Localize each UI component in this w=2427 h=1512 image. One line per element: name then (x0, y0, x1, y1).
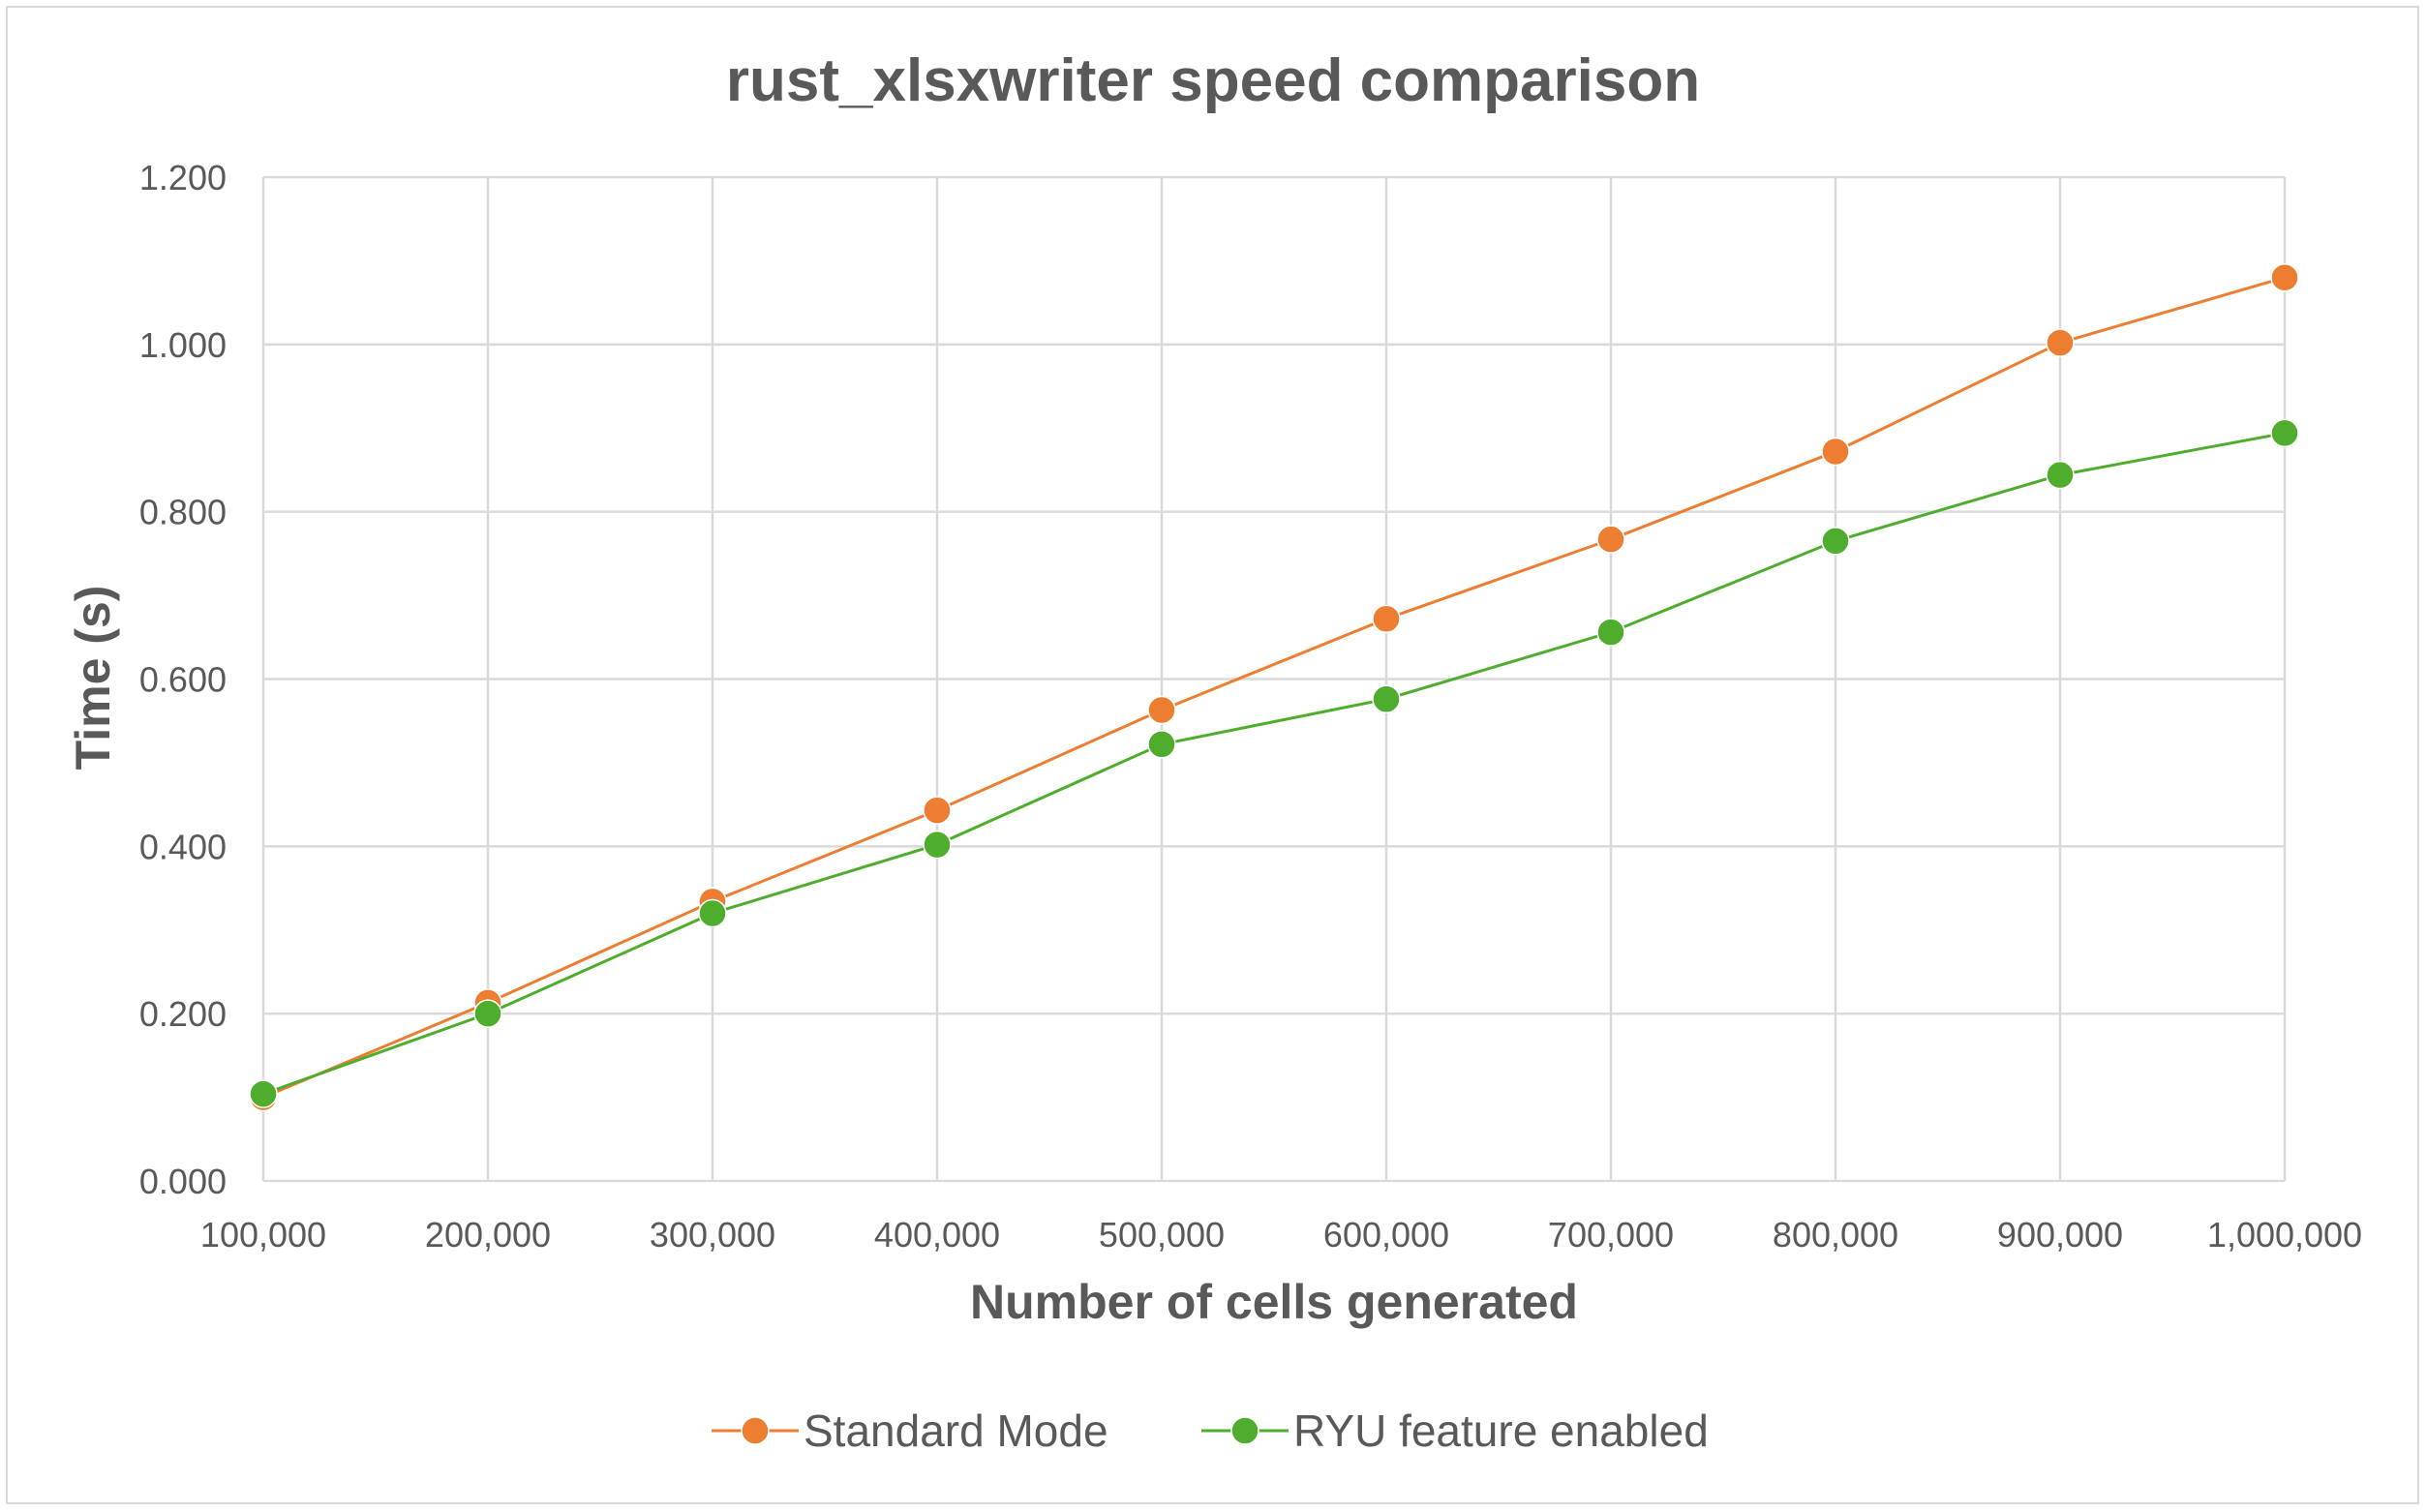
x-axis-ticks: 100,000 200,000 300,000 400,000 500,000 600,0… (200, 1215, 2362, 1255)
x-tick-label: 500,000 (1099, 1215, 1225, 1255)
data-point (2270, 418, 2299, 448)
data-point (1147, 695, 1176, 725)
series-line (262, 431, 2286, 1096)
y-tick-label: 0.600 (139, 660, 227, 700)
y-tick-label: 0.400 (139, 827, 227, 866)
data-point (1372, 604, 1401, 634)
y-tick-label: 1.200 (139, 158, 227, 197)
gridlines (261, 175, 2287, 1183)
data-point (1147, 730, 1176, 759)
data-point (2046, 460, 2075, 490)
data-point (2046, 328, 2075, 357)
legend-marker (1230, 1416, 1259, 1445)
x-tick-label: 400,000 (874, 1215, 1000, 1255)
data-point (1596, 525, 1625, 554)
x-tick-label: 900,000 (1997, 1215, 2123, 1255)
data-point (2270, 262, 2299, 292)
x-axis-title: Number of cells generated (970, 1275, 1578, 1329)
chart-title: rust_xlsxwriter speed comparison (726, 47, 1700, 114)
data-point (1596, 618, 1625, 647)
y-tick-label: 0.000 (139, 1162, 227, 1201)
x-tick-label: 600,000 (1323, 1215, 1449, 1255)
data-point (698, 898, 727, 928)
series-line (262, 276, 2286, 1099)
data-point (1372, 684, 1401, 713)
data-point (1821, 437, 1850, 467)
data-point (923, 830, 952, 860)
x-tick-label: 200,000 (425, 1215, 551, 1255)
legend-marker (741, 1416, 770, 1445)
x-tick-label: 1,000,000 (2207, 1215, 2362, 1255)
data-point (923, 796, 952, 825)
y-tick-label: 1.000 (139, 325, 227, 365)
x-tick-label: 800,000 (1773, 1215, 1898, 1255)
legend-label: RYU feature enabled (1293, 1406, 1709, 1456)
y-tick-label: 0.800 (139, 493, 227, 532)
legend-label: Standard Mode (804, 1406, 1108, 1456)
x-tick-label: 300,000 (650, 1215, 775, 1255)
y-axis-title: Time (s) (66, 586, 120, 771)
legend-item: Standard Mode (712, 1406, 1108, 1456)
data-point (1821, 527, 1850, 556)
y-axis-ticks: 0.000 0.200 0.400 0.600 0.800 1.000 1.200 (139, 158, 227, 1201)
chart-frame (6, 6, 2419, 1504)
data-point (473, 999, 502, 1028)
series-layer (249, 262, 2299, 1112)
y-tick-label: 0.200 (139, 994, 227, 1034)
series-2 (249, 418, 2299, 1108)
legend-item: RYU feature enabled (1201, 1406, 1709, 1456)
legend: Standard Mode RYU feature enabled (712, 1406, 1709, 1456)
data-point (249, 1079, 278, 1108)
x-tick-label: 700,000 (1548, 1215, 1674, 1255)
x-tick-label: 100,000 (200, 1215, 326, 1255)
